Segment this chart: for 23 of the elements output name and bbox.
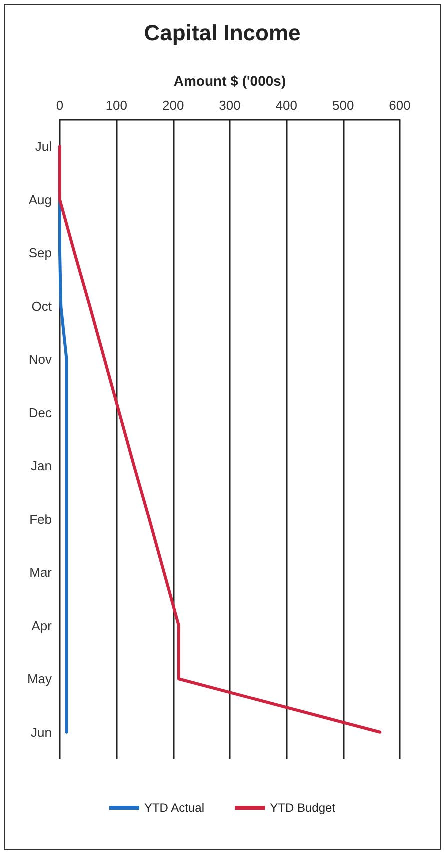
chart-title: Capital Income	[144, 20, 301, 46]
x-tick-label: 500	[332, 98, 354, 113]
y-tick-label: Sep	[28, 246, 52, 261]
y-tick-label: Jun	[31, 724, 52, 740]
y-tick-label: Feb	[30, 512, 52, 527]
legend-label: YTD Budget	[270, 801, 336, 815]
y-tick-label: May	[27, 672, 52, 687]
y-tick-label: Mar	[30, 565, 53, 580]
x-tick-label: 400	[276, 98, 298, 113]
x-tick-label: 200	[162, 98, 184, 113]
legend-label: YTD Actual	[144, 801, 205, 815]
y-tick-label: Nov	[28, 352, 52, 368]
y-tick-label: Jul	[35, 139, 52, 154]
y-tick-label: Oct	[32, 298, 52, 314]
x-tick-label: 0	[56, 98, 64, 113]
y-tick-label: Apr	[32, 618, 53, 634]
x-tick-label: 600	[389, 98, 411, 113]
x-axis-title: Amount $ ('000s)	[174, 73, 286, 89]
y-tick-label: Dec	[28, 405, 52, 420]
x-tick-label: 300	[219, 98, 241, 113]
y-tick-label: Aug	[28, 192, 52, 208]
x-tick-label: 100	[106, 98, 128, 113]
y-tick-label: Jan	[31, 458, 52, 474]
